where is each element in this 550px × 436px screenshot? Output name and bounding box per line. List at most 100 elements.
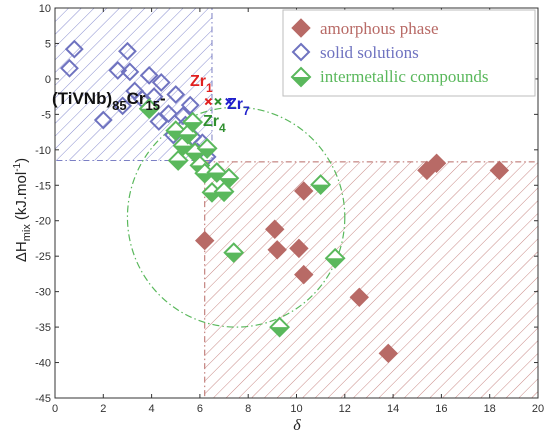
y-label-sub: mix bbox=[21, 224, 33, 242]
amorphous-point bbox=[489, 160, 510, 181]
y-tick-label: -10 bbox=[35, 145, 51, 157]
anno-zr7-sub: 7 bbox=[243, 104, 250, 118]
anno-base: (TiVNb) bbox=[52, 89, 112, 108]
anno-base-sub: 85 bbox=[112, 98, 126, 113]
x-tick-label: 14 bbox=[387, 403, 399, 415]
y-tick-label: -35 bbox=[35, 322, 51, 334]
x-tick-label: 18 bbox=[484, 403, 496, 415]
zr-marker-7 bbox=[225, 97, 233, 106]
intermetallic-region-ellipse bbox=[126, 106, 346, 328]
intermetallic-point-fill bbox=[169, 160, 188, 170]
solid-solution-point bbox=[180, 95, 200, 115]
solid-solution-point bbox=[118, 41, 137, 61]
intermetallic-point-fill bbox=[173, 145, 192, 155]
svg-text:Zr1: Zr1 bbox=[190, 73, 213, 95]
intermetallic-point-fill bbox=[326, 258, 345, 268]
anno-zr7: Zr bbox=[227, 96, 243, 113]
zr-marker-4 bbox=[214, 97, 222, 106]
svg-text:Zr7: Zr7 bbox=[227, 96, 250, 118]
x-tick-label: 6 bbox=[197, 403, 203, 415]
x-tick-label: 4 bbox=[149, 403, 155, 415]
anno-dash: - bbox=[160, 89, 166, 108]
intermetallic-point-fill bbox=[183, 122, 202, 132]
y-label-main: ΔH bbox=[13, 241, 30, 262]
x-tick-label: 16 bbox=[435, 403, 447, 415]
solid-solution-point bbox=[166, 85, 186, 104]
solid-solution-point bbox=[64, 39, 84, 59]
legend: amorphous phase solid solutions intermet… bbox=[282, 9, 536, 97]
amorphous-point bbox=[349, 287, 369, 308]
zr-marker-1 bbox=[204, 97, 213, 106]
intermetallic-point-fill bbox=[215, 191, 234, 201]
x-tick-label: 8 bbox=[245, 403, 251, 415]
solid-solution-point bbox=[159, 104, 178, 124]
solid-solution-point bbox=[60, 58, 79, 78]
legend-item-solid: solid solutions bbox=[291, 42, 419, 62]
y-label-unit: (kJ.mol bbox=[13, 172, 30, 220]
legend-item-intermetallic: intermetallic compounds bbox=[290, 66, 489, 88]
y-tick-label: 0 bbox=[45, 74, 51, 86]
anno-zr1: Zr bbox=[190, 73, 206, 90]
legend-label-amorphous: amorphous phase bbox=[320, 19, 439, 38]
intermetallic-point-fill bbox=[195, 173, 214, 183]
composition-annotation: (TiVNb)85Cr15- Zr1 Zr7 Zr4 bbox=[52, 73, 250, 135]
anno-cr: Cr bbox=[127, 89, 146, 108]
legend-marker-amorphous bbox=[291, 18, 311, 38]
amorphous-point bbox=[294, 181, 314, 201]
amorphous-point bbox=[378, 343, 398, 364]
y-tick-label: 10 bbox=[39, 3, 51, 15]
intermetallic-point-fill bbox=[270, 327, 289, 337]
intermetallic-point-fill bbox=[186, 152, 205, 162]
intermetallic-point-fill bbox=[178, 134, 197, 144]
amorphous-point bbox=[265, 219, 285, 239]
solid-solution-point bbox=[113, 96, 133, 116]
solid-solution-point bbox=[173, 106, 193, 126]
solid-solution-point bbox=[93, 110, 113, 130]
zr-marker-stroke bbox=[214, 97, 222, 106]
amorphous-point bbox=[289, 238, 309, 259]
y-tick-label: -5 bbox=[41, 109, 51, 121]
y-tick-label: -30 bbox=[35, 287, 51, 299]
x-tick-label: 12 bbox=[339, 403, 351, 415]
amorphous-point bbox=[294, 264, 314, 285]
points-layer bbox=[60, 39, 510, 364]
anno-zr4-sub: 4 bbox=[219, 121, 226, 135]
intermetallic-point-fill bbox=[140, 108, 159, 118]
x-axis-label: δ bbox=[293, 417, 301, 434]
svg-text:Zr4: Zr4 bbox=[203, 113, 226, 135]
intermetallic-point-fill bbox=[202, 192, 221, 202]
intermetallic-point-fill bbox=[198, 148, 217, 158]
zr-marker-stroke bbox=[204, 97, 213, 106]
x-tick-label: 20 bbox=[532, 403, 544, 415]
y-tick-label: -20 bbox=[35, 216, 51, 228]
amorphous-point bbox=[195, 230, 215, 251]
y-tick-label: -25 bbox=[35, 251, 51, 263]
amorphous-point bbox=[267, 240, 287, 260]
y-tick-label: 5 bbox=[45, 38, 51, 50]
regions-layer bbox=[54, 7, 539, 399]
legend-marker-solid bbox=[291, 42, 311, 62]
x-tick-label: 2 bbox=[100, 403, 106, 415]
legend-box bbox=[282, 9, 536, 97]
legend-marker-intermetallic-fill bbox=[292, 77, 310, 86]
y-axis-label: ΔHmix (kJ.mol-1) bbox=[12, 158, 33, 262]
y-label-unit-sup: -1 bbox=[12, 162, 23, 171]
amorphous-region bbox=[204, 161, 539, 399]
legend-item-amorphous: amorphous phase bbox=[291, 18, 439, 38]
intermetallic-point-fill bbox=[207, 172, 226, 182]
legend-label-solid: solid solutions bbox=[320, 43, 419, 62]
legend-label-intermetallic: intermetallic compounds bbox=[320, 67, 489, 86]
amorphous-point bbox=[426, 153, 447, 173]
solid-solution-point bbox=[108, 60, 128, 80]
y-label-close: ) bbox=[13, 158, 30, 163]
intermetallic-point-fill bbox=[219, 178, 238, 188]
y-tick-label: -15 bbox=[35, 180, 51, 192]
intermetallic-point-fill bbox=[311, 184, 330, 194]
svg-text:(TiVNb)85Cr15-: (TiVNb)85Cr15- bbox=[52, 89, 166, 113]
solid-solution-point bbox=[120, 62, 140, 82]
solid-solution-point bbox=[151, 73, 171, 92]
y-tick-label: -45 bbox=[35, 393, 51, 405]
x-tick-label: 10 bbox=[290, 403, 302, 415]
intermetallic-point-fill bbox=[224, 252, 243, 262]
